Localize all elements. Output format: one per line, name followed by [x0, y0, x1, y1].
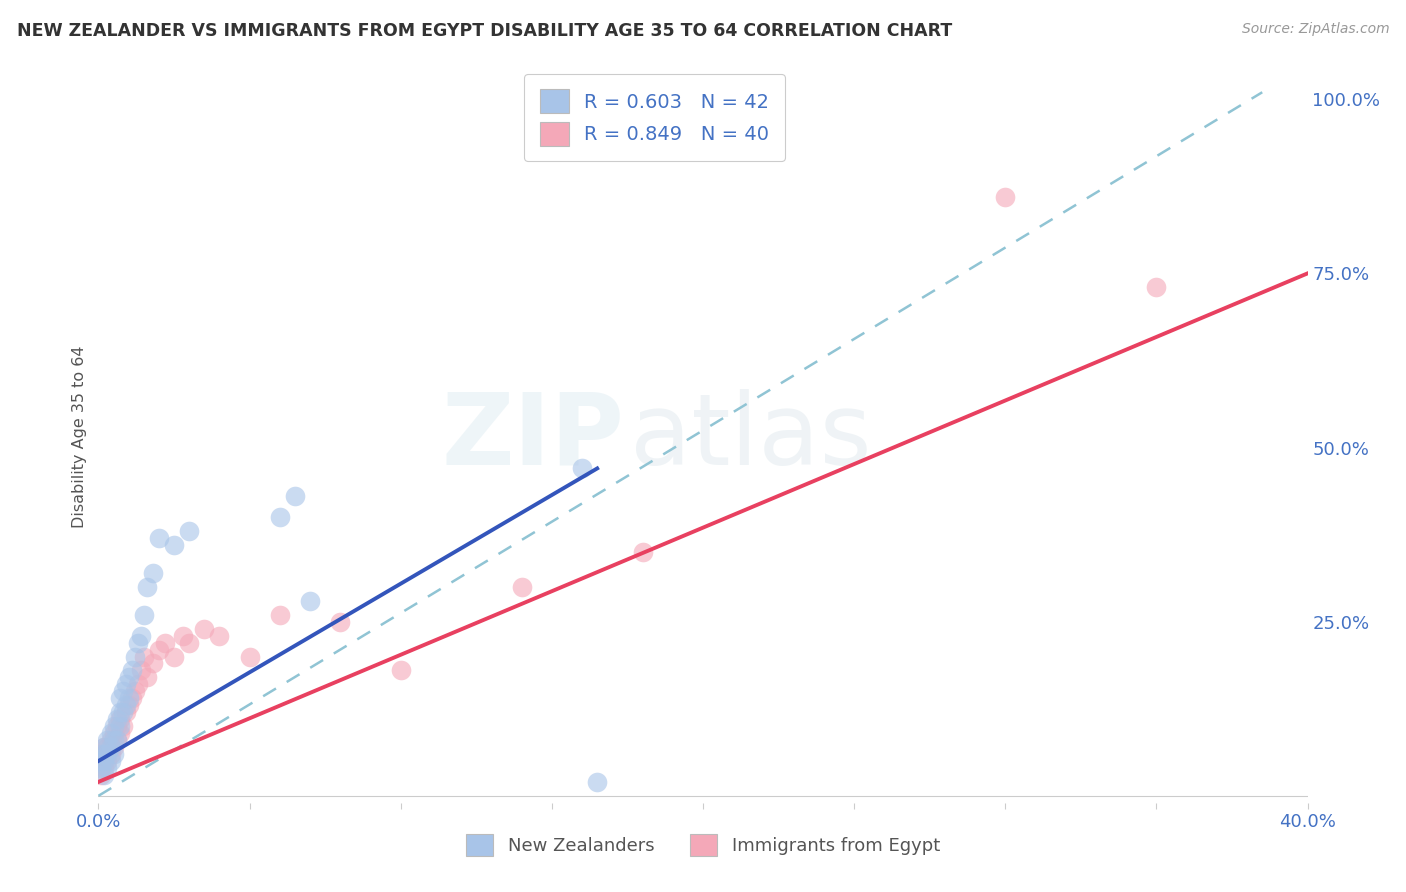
Point: [93, 761, 115, 775]
Point: [179, 524, 201, 538]
Point: [631, 545, 654, 559]
Point: [284, 489, 307, 503]
Point: [114, 698, 136, 713]
Text: atlas: atlas: [630, 389, 872, 485]
Point: [90, 754, 112, 768]
Point: [239, 649, 262, 664]
Point: [389, 664, 412, 678]
Point: [90, 768, 112, 782]
Point: [108, 691, 131, 706]
Point: [90, 754, 112, 768]
Point: [103, 740, 125, 755]
Point: [193, 622, 215, 636]
Point: [124, 649, 146, 664]
Point: [1144, 280, 1167, 294]
Point: [208, 629, 231, 643]
Point: [127, 677, 149, 691]
Point: [132, 649, 155, 664]
Point: [510, 580, 533, 594]
Point: [179, 635, 201, 649]
Point: [269, 607, 291, 622]
Y-axis label: Disability Age 35 to 64: Disability Age 35 to 64: [72, 346, 87, 528]
Point: [114, 677, 136, 691]
Point: [93, 747, 115, 761]
Point: [114, 705, 136, 719]
Point: [96, 740, 118, 755]
Point: [105, 712, 128, 726]
Point: [586, 775, 609, 789]
Point: [90, 747, 112, 761]
Point: [163, 538, 186, 552]
Point: [148, 642, 170, 657]
Point: [90, 761, 112, 775]
Point: [105, 733, 128, 747]
Point: [118, 670, 141, 684]
Text: Source: ZipAtlas.com: Source: ZipAtlas.com: [1241, 22, 1389, 37]
Point: [100, 740, 122, 755]
Point: [994, 190, 1017, 204]
Point: [96, 747, 118, 761]
Text: NEW ZEALANDER VS IMMIGRANTS FROM EGYPT DISABILITY AGE 35 TO 64 CORRELATION CHART: NEW ZEALANDER VS IMMIGRANTS FROM EGYPT D…: [17, 22, 952, 40]
Point: [100, 733, 122, 747]
Point: [108, 726, 131, 740]
Point: [571, 461, 593, 475]
Point: [111, 705, 134, 719]
Point: [105, 719, 128, 733]
Point: [93, 740, 115, 755]
Point: [329, 615, 352, 629]
Point: [93, 740, 115, 755]
Point: [111, 719, 134, 733]
Point: [127, 635, 149, 649]
Point: [100, 726, 122, 740]
Legend: New Zealanders, Immigrants from Egypt: New Zealanders, Immigrants from Egypt: [458, 827, 948, 863]
Point: [108, 719, 131, 733]
Point: [105, 733, 128, 747]
Point: [121, 664, 143, 678]
Text: ZIP: ZIP: [441, 389, 624, 485]
Point: [172, 629, 194, 643]
Point: [118, 698, 141, 713]
Point: [121, 691, 143, 706]
Point: [124, 684, 146, 698]
Point: [93, 754, 115, 768]
Point: [103, 747, 125, 761]
Point: [135, 670, 157, 684]
Point: [100, 747, 122, 761]
Point: [299, 594, 322, 608]
Point: [108, 705, 131, 719]
Point: [96, 754, 118, 768]
Point: [103, 733, 125, 747]
Point: [96, 733, 118, 747]
Point: [111, 684, 134, 698]
Point: [148, 531, 170, 545]
Point: [132, 607, 155, 622]
Point: [96, 761, 118, 775]
Point: [93, 768, 115, 782]
Point: [103, 719, 125, 733]
Point: [269, 510, 291, 524]
Point: [163, 649, 186, 664]
Point: [118, 691, 141, 706]
Point: [142, 566, 165, 580]
Point: [100, 754, 122, 768]
Point: [135, 580, 157, 594]
Point: [108, 712, 131, 726]
Point: [129, 664, 152, 678]
Point: [142, 657, 165, 671]
Point: [93, 747, 115, 761]
Point: [103, 726, 125, 740]
Point: [153, 635, 176, 649]
Point: [129, 629, 152, 643]
